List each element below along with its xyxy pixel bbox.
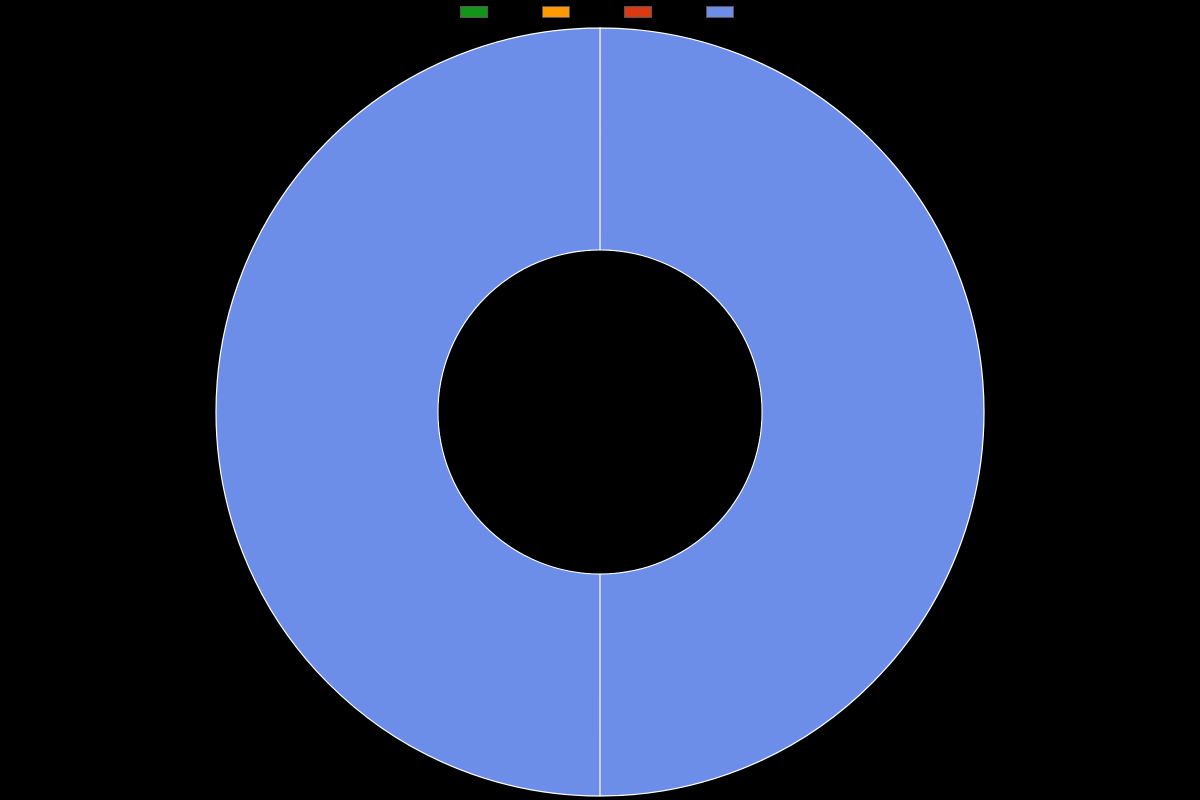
donut-chart bbox=[214, 26, 986, 798]
donut-hole bbox=[439, 251, 762, 574]
legend-swatch-icon bbox=[624, 6, 652, 18]
chart-legend bbox=[0, 6, 1200, 18]
legend-item[interactable] bbox=[706, 6, 740, 18]
chart-container bbox=[0, 0, 1200, 800]
legend-item[interactable] bbox=[542, 6, 576, 18]
donut-chart-wrap bbox=[0, 26, 1200, 798]
legend-item[interactable] bbox=[460, 6, 494, 18]
legend-swatch-icon bbox=[706, 6, 734, 18]
legend-swatch-icon bbox=[460, 6, 488, 18]
legend-item[interactable] bbox=[624, 6, 658, 18]
legend-swatch-icon bbox=[542, 6, 570, 18]
